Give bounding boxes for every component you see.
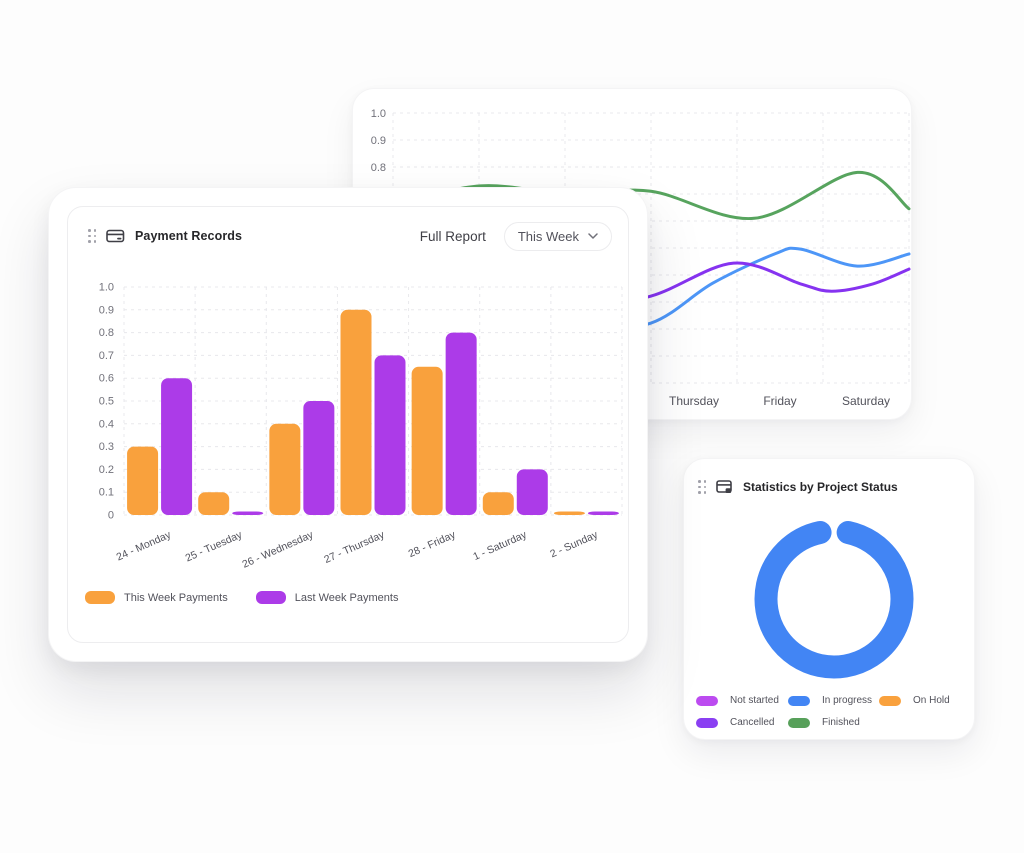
svg-text:Thursday: Thursday (669, 394, 719, 408)
legend-label: Last Week Payments (294, 591, 399, 604)
legend-item: Cancelled (696, 717, 788, 728)
svg-text:0.8: 0.8 (99, 327, 114, 339)
svg-text:1 - Saturday: 1 - Saturday (471, 528, 529, 563)
svg-text:Friday: Friday (763, 394, 796, 408)
legend-label: Cancelled (730, 717, 775, 728)
legend-label: This Week Payments (124, 591, 228, 604)
legend-label: In progress (822, 695, 873, 706)
svg-text:1.0: 1.0 (99, 282, 114, 294)
svg-text:0.9: 0.9 (371, 135, 386, 147)
status-card-title: Statistics by Project Status (743, 480, 898, 494)
status-legend: Not started In progress On Hold Cancelled Fi… (696, 695, 966, 728)
period-dropdown[interactable]: This Week (503, 221, 612, 251)
credit-card-icon (106, 228, 125, 244)
legend-label: Not started (730, 695, 779, 706)
legend-label: Finished (822, 717, 860, 728)
legend-swatch (788, 695, 810, 706)
payment-bar-chart: 0 0.1 0.2 0.3 0.4 0.5 0.6 0.7 0.8 0.9 1.0 24 - Mond… (99, 282, 623, 571)
legend-swatch (85, 591, 115, 604)
svg-text:0.2: 0.2 (99, 464, 114, 476)
status-donut-chart (754, 519, 914, 679)
payment-legend: This Week Payments Last Week Payments (85, 591, 398, 604)
legend-item: In progress (788, 695, 879, 706)
svg-text:28 - Friday: 28 - Friday (407, 528, 458, 560)
status-header: Statistics by Project Status (698, 475, 962, 499)
legend-label: On Hold (913, 695, 950, 706)
svg-text:0.9: 0.9 (99, 304, 114, 316)
legend-item: On Hold (879, 695, 966, 706)
svg-text:24 - Monday: 24 - Monday (115, 528, 174, 563)
legend-swatch (255, 591, 286, 604)
drag-handle-icon[interactable] (88, 229, 96, 243)
project-status-card: Statistics by Project Status Not started… (683, 458, 975, 740)
legend-swatch (788, 717, 810, 728)
payment-header-actions: Full Report This Week (419, 221, 612, 251)
svg-text:Saturday: Saturday (842, 394, 890, 408)
drag-handle-icon[interactable] (698, 480, 706, 494)
full-report-button[interactable]: Full Report (419, 228, 486, 244)
legend-item: This Week Payments (85, 591, 228, 604)
svg-text:0.1: 0.1 (99, 487, 114, 499)
svg-text:25 - Tuesday: 25 - Tuesday (184, 528, 245, 564)
legend-item: Not started (696, 695, 788, 706)
svg-text:0.8: 0.8 (371, 162, 386, 174)
svg-text:0.5: 0.5 (99, 396, 114, 408)
svg-text:0.6: 0.6 (99, 373, 114, 385)
period-dropdown-value: This Week (517, 228, 579, 244)
svg-text:27 - Thursday: 27 - Thursday (322, 528, 387, 566)
svg-text:0.3: 0.3 (99, 441, 114, 453)
svg-text:1.0: 1.0 (371, 108, 386, 120)
payment-card-title: Payment Records (135, 229, 243, 243)
chevron-down-icon (588, 233, 598, 239)
svg-text:0.4: 0.4 (99, 418, 114, 430)
svg-text:2 - Sunday: 2 - Sunday (548, 528, 600, 560)
legend-swatch (879, 695, 901, 706)
legend-item: Last Week Payments (255, 591, 399, 604)
payment-header: Payment Records Full Report This Week (88, 221, 612, 251)
svg-text:0: 0 (108, 510, 114, 522)
project-board-icon (716, 479, 733, 495)
svg-text:0.7: 0.7 (99, 350, 114, 362)
legend-swatch (696, 695, 718, 706)
svg-text:26 - Wednesday: 26 - Wednesday (241, 528, 316, 570)
legend-item: Finished (788, 717, 879, 728)
legend-swatch (696, 717, 718, 728)
